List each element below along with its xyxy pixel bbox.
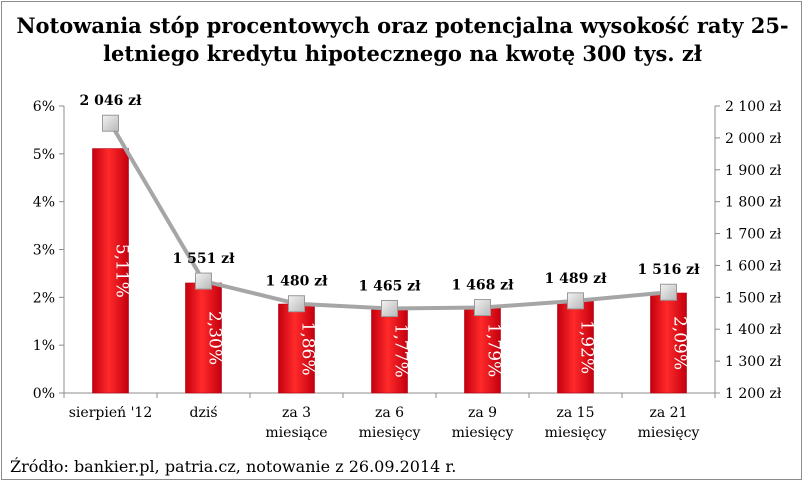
source-note: Źródło: bankier.pl, patria.cz, notowanie… (10, 457, 457, 476)
x-category-label: za 3 (282, 405, 311, 421)
x-category-label: miesiące (265, 425, 327, 441)
x-category-label: za 9 (468, 405, 497, 421)
bar-interest-rate (557, 300, 594, 394)
installment-value-label: 1 465 zł (358, 278, 421, 294)
left-tick-label: 0% (33, 386, 55, 402)
left-tick-label: 1% (33, 338, 55, 354)
x-category-label: miesięcy (359, 425, 421, 441)
left-tick-label: 6% (33, 99, 55, 115)
right-tick-label: 1 400 zł (725, 322, 782, 338)
right-tick-label: 1 800 zł (725, 195, 782, 211)
bar-interest-rate (92, 148, 129, 394)
chart-title: Notowania stóp procentowych oraz potencj… (0, 12, 805, 68)
right-tick-label: 1 300 zł (725, 354, 782, 370)
bar-interest-rate (371, 308, 408, 394)
bar-value-label: 2,09% (670, 316, 690, 370)
right-tick-label: 1 200 zł (725, 386, 782, 402)
right-tick-label: 1 600 zł (725, 258, 782, 274)
left-tick-label: 4% (33, 195, 55, 211)
right-tick-label: 2 100 zł (725, 99, 782, 115)
right-tick-label: 1 700 zł (725, 227, 782, 243)
installment-marker (474, 299, 491, 317)
installment-marker (195, 272, 212, 290)
chart-title-line-1: Notowania stóp procentowych oraz potencj… (16, 13, 789, 38)
x-category-label: miesięcy (638, 425, 700, 441)
bar-value-label: 1,79% (484, 323, 504, 377)
installment-marker (288, 295, 305, 313)
x-category-label: za 21 (650, 405, 688, 421)
x-category-label: miesięcy (452, 425, 514, 441)
bar-interest-rate (278, 303, 315, 394)
installment-value-label: 1 551 zł (172, 251, 235, 267)
bar-value-label: 5,11% (112, 244, 132, 298)
bar-value-label: 1,92% (577, 320, 597, 374)
x-category-label: za 6 (375, 405, 404, 421)
installment-value-label: 1 480 zł (265, 274, 328, 290)
x-category-label: miesięcy (545, 425, 607, 441)
installment-value-label: 1 489 zł (544, 271, 607, 287)
left-tick-label: 5% (33, 147, 55, 163)
installment-value-label: 1 468 zł (451, 278, 514, 294)
installment-value-label: 2 046 zł (79, 93, 142, 109)
right-tick-label: 1 500 zł (725, 290, 782, 306)
right-tick-label: 1 900 zł (725, 163, 782, 179)
x-category-label: za 15 (557, 405, 595, 421)
chart-title-line-2: letniego kredytu hipotecznego na kwotę 3… (103, 41, 702, 66)
bar-interest-rate (185, 282, 222, 394)
x-category-label: sierpień '12 (69, 405, 153, 421)
installment-marker (567, 292, 584, 310)
x-category-label: dziś (190, 405, 218, 421)
installment-marker (102, 114, 119, 132)
installment-marker (381, 299, 398, 317)
bar-value-label: 2,30% (205, 311, 225, 365)
left-tick-label: 3% (33, 243, 55, 259)
bar-value-label: 1,77% (391, 324, 411, 378)
left-tick-label: 2% (33, 290, 55, 306)
bar-interest-rate (464, 307, 501, 394)
installment-value-label: 1 516 zł (637, 262, 700, 278)
installment-marker (660, 283, 677, 301)
right-tick-label: 2 000 zł (725, 131, 782, 147)
bar-value-label: 1,86% (298, 322, 318, 376)
